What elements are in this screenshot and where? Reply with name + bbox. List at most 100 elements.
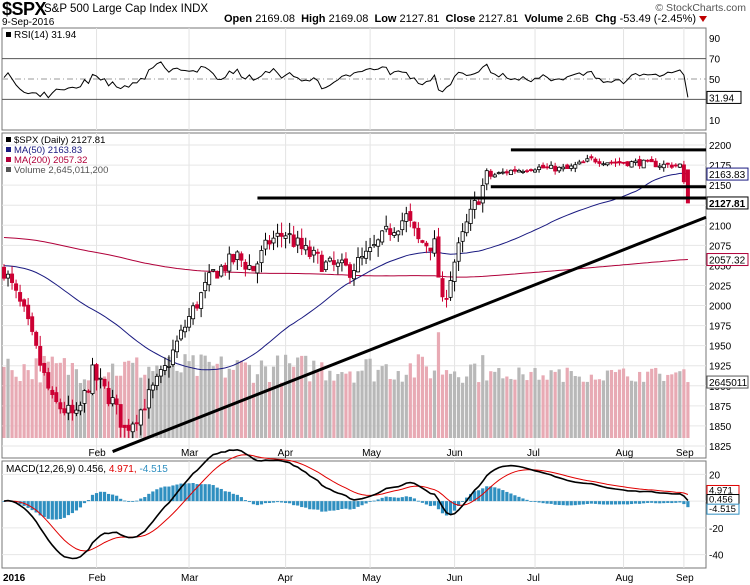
volume-bar — [368, 358, 372, 438]
candle-body — [307, 246, 312, 257]
candle-body — [219, 265, 224, 277]
x-tick-label: Jun — [447, 448, 463, 459]
candle-body — [30, 316, 35, 332]
candle-body — [613, 161, 618, 164]
change-value: -53.49 (-2.45%) — [619, 13, 696, 25]
volume-bar — [179, 372, 183, 438]
volume-bar — [94, 367, 99, 438]
volume-bar — [505, 376, 509, 438]
volume-bar — [440, 374, 445, 438]
volume-bar — [159, 370, 163, 438]
rsi-tick-label: 50 — [709, 75, 721, 86]
macd-hist-bar — [569, 501, 573, 506]
x-tick-label: Mar — [181, 448, 199, 459]
macd-last-label: -4.515 — [709, 504, 736, 515]
candle-body — [275, 232, 280, 237]
volume-bar — [513, 379, 517, 438]
candle-body — [416, 227, 421, 240]
ma50-line — [3, 172, 688, 371]
volume-bar — [674, 372, 678, 438]
candle-body — [557, 166, 562, 172]
candle-body — [187, 316, 192, 328]
volume-bar — [670, 374, 674, 438]
candle-body — [263, 239, 268, 250]
x-tick-label: Jul — [527, 448, 540, 459]
macd-legend: MACD(12,26,9) 0.456, 4.971, -4.515 — [6, 464, 168, 475]
macd-hist-bar — [585, 501, 589, 504]
macd-hist-bar — [666, 501, 670, 503]
macd-hist-bar — [90, 494, 95, 502]
candle-body — [303, 245, 308, 251]
volume-bar — [448, 373, 453, 438]
ma50-last-box — [706, 167, 749, 181]
candle-body — [295, 237, 300, 246]
change-label: Chg — [595, 13, 617, 25]
candle-body — [106, 387, 111, 405]
macd-hist-bar — [143, 497, 147, 502]
volume-last-box — [706, 375, 749, 389]
macd-hist-bar — [187, 483, 191, 502]
candle-body — [247, 265, 252, 270]
candle-body — [203, 282, 208, 292]
macd-hist-bar — [211, 485, 215, 502]
macd-hist-bar — [308, 501, 312, 510]
volume-bar — [352, 382, 356, 438]
volume-bar — [279, 382, 284, 438]
candle-body — [231, 254, 236, 263]
macd-hist-bar — [119, 498, 123, 502]
candle-body — [138, 409, 143, 426]
volume-bar — [465, 376, 469, 438]
volume-bar — [38, 382, 42, 438]
candle-body — [380, 230, 385, 243]
down-triangle-icon — [699, 16, 707, 23]
candle-body — [436, 236, 441, 278]
macd-hist-bar — [227, 491, 231, 502]
index-name: S&P 500 Large Cap Index INDX — [44, 3, 208, 15]
volume-bar — [541, 375, 545, 438]
candle-body — [42, 363, 47, 373]
chart-date: 9-Sep-2016 — [2, 17, 55, 28]
volume-bar — [86, 380, 91, 438]
macd-tick-label: -20 — [709, 524, 724, 535]
macd-hist-bar — [139, 498, 143, 502]
macd-hist-bar — [320, 501, 324, 512]
macd-hist-bar — [284, 501, 288, 503]
candle-body — [94, 364, 99, 381]
macd-hist-bar — [102, 491, 107, 502]
candle-body — [110, 397, 115, 405]
macd-hist-bar — [525, 499, 529, 502]
volume-bar — [187, 361, 191, 438]
candle-body — [565, 164, 570, 169]
volume-bar — [617, 369, 622, 438]
macd-hist-bar — [171, 485, 175, 502]
legend-ma50-swatch — [6, 147, 11, 152]
macd-hist-bar — [416, 500, 420, 502]
volume-bar — [662, 380, 666, 438]
volume-bar — [135, 357, 139, 438]
volume-bar — [477, 382, 481, 438]
volume-bar — [452, 371, 457, 438]
candle-body — [207, 272, 212, 286]
candle-body — [625, 161, 630, 167]
macd-hist-bar — [203, 484, 207, 502]
volume-bar — [151, 371, 155, 438]
macd-hist-bar — [215, 487, 219, 502]
macd-hist-bar — [529, 501, 533, 502]
candle-body — [452, 261, 457, 282]
candle-body — [10, 273, 15, 283]
candle-body — [549, 164, 554, 169]
macd-hist-bar — [296, 501, 300, 506]
macd-hist-bar — [348, 501, 352, 510]
candle-body — [512, 169, 517, 172]
candle-body — [211, 269, 216, 272]
candle-body — [142, 408, 147, 411]
volume-bar — [308, 381, 312, 438]
volume-bar — [533, 368, 537, 438]
candle-body — [255, 263, 260, 274]
volume-bar — [139, 377, 143, 438]
volume-bar — [650, 368, 654, 438]
macd-hist-bar — [239, 497, 243, 502]
candle-body — [364, 250, 369, 259]
macd-hist-bar — [332, 501, 336, 511]
candle-body — [484, 170, 489, 185]
